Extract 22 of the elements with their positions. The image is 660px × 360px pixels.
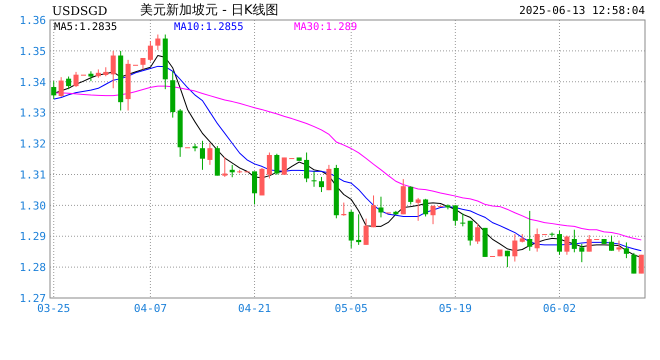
x-tick-label: 05-19: [438, 302, 472, 315]
text: MA5:1.2835: [54, 21, 118, 33]
y-tick-label: 1.29: [20, 230, 46, 244]
x-tick-label: 06-02: [542, 302, 576, 315]
text: MA30:1.289: [294, 21, 358, 33]
y-tick-label: 1.35: [20, 44, 46, 58]
y-tick-label: 1.32: [20, 138, 46, 151]
x-tick-label: 03-25: [37, 302, 70, 315]
y-tick-label: 1.34: [20, 76, 46, 89]
x-tick-label: 05-05: [334, 302, 368, 315]
y-tick-label: 1.30: [20, 199, 46, 212]
y-tick-label: 1.36: [20, 14, 46, 27]
text: MA10:1.2855: [174, 21, 244, 33]
x-tick-label: 04-21: [238, 302, 272, 315]
y-tick-label: 1.33: [20, 106, 46, 120]
y-tick-label: 1.27: [20, 292, 46, 305]
chart-title: 美元新加坡元 - 日K线图: [140, 2, 278, 18]
text: 2025-06-13 12:58:04: [519, 4, 646, 17]
y-tick-label: 1.31: [20, 168, 46, 182]
x-tick-label: 04-07: [134, 302, 167, 315]
y-tick-label: 1.28: [20, 261, 46, 274]
chart-subtitle: USDSGD: [52, 4, 108, 18]
